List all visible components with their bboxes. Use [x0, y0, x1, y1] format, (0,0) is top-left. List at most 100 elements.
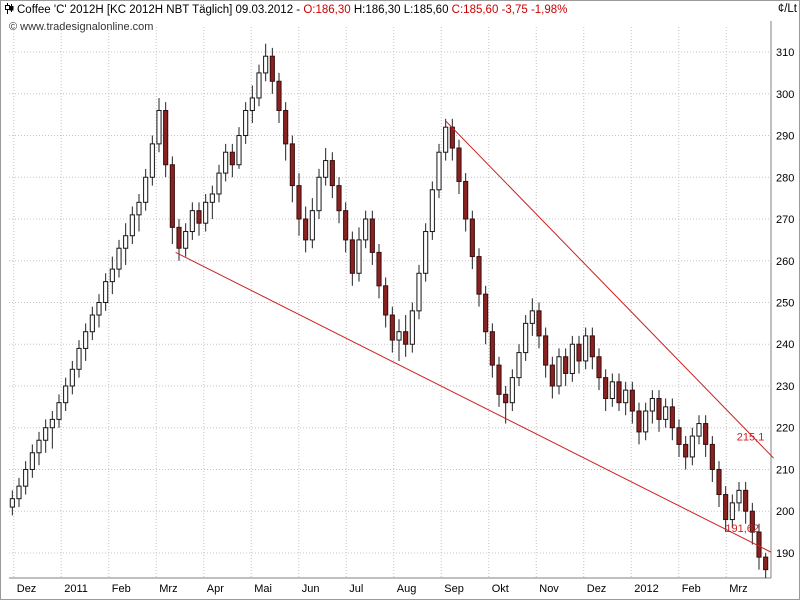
candle-down	[763, 556, 769, 571]
candle-up	[43, 427, 49, 441]
y-tick-label: 190	[776, 548, 794, 560]
candle-down	[456, 147, 462, 182]
candle-down	[629, 389, 635, 412]
candle-up	[96, 302, 102, 316]
candle-down	[269, 55, 275, 82]
candle-up	[29, 452, 35, 470]
candle-up	[49, 418, 55, 429]
candle-down	[196, 210, 202, 224]
candle-up	[356, 239, 362, 274]
candle-down	[703, 423, 709, 445]
candle-up	[249, 97, 255, 111]
candle-up	[663, 406, 669, 420]
candle-up	[243, 109, 249, 137]
candle-up	[236, 135, 242, 166]
candle-up	[223, 151, 229, 174]
candle-down	[389, 314, 395, 341]
trendline-value-label: 191,62	[725, 523, 759, 535]
candle-up	[9, 498, 15, 508]
y-tick-label: 300	[776, 89, 794, 101]
candle-up	[116, 247, 122, 270]
candle-up	[443, 126, 449, 153]
candle-up	[609, 381, 615, 400]
candle-up	[69, 368, 75, 387]
candle-down	[483, 293, 489, 333]
candle-down	[589, 335, 595, 358]
candle-up	[583, 335, 589, 362]
candle-up	[436, 151, 442, 191]
candle-down	[756, 531, 762, 558]
candle-up	[323, 160, 329, 178]
candle-down	[576, 343, 582, 362]
y-tick-label: 310	[776, 47, 794, 59]
candle-up	[216, 172, 222, 195]
candle-up	[149, 143, 155, 178]
candle-down	[743, 489, 749, 512]
candle-up	[83, 331, 89, 349]
trendline	[175, 251, 772, 553]
x-tick-label: Mrz	[159, 583, 177, 595]
candle-down	[723, 494, 729, 521]
candle-down	[749, 510, 755, 533]
y-tick-label: 220	[776, 423, 794, 435]
candle-down	[349, 239, 355, 274]
candle-up	[729, 502, 735, 521]
candle-up	[529, 310, 535, 324]
candle-up	[649, 398, 655, 412]
x-tick-label: Jul	[349, 583, 363, 595]
candle-up	[36, 439, 42, 454]
price-unit-label: ¢/Lt	[777, 3, 797, 15]
x-tick-label: Okt	[492, 583, 509, 595]
candle-up	[23, 468, 29, 487]
candle-down	[603, 377, 609, 400]
candle-down	[449, 126, 455, 149]
x-tick-label: Aug	[397, 583, 417, 595]
candle-up	[156, 109, 162, 145]
candle-up	[623, 389, 629, 404]
watermark: © www.tradesignalonline.com	[9, 21, 154, 33]
x-tick-label: 2011	[64, 583, 88, 595]
y-tick-label: 230	[776, 381, 794, 393]
candle-down	[536, 310, 542, 337]
candle-down	[636, 410, 642, 433]
candle-up	[309, 210, 315, 241]
y-tick-label: 290	[776, 131, 794, 143]
candle-down	[709, 443, 715, 470]
x-tick-label: Dez	[587, 583, 607, 595]
candle-down	[549, 364, 555, 387]
x-tick-label: Jun	[302, 583, 320, 595]
x-tick-label: Dez	[17, 583, 37, 595]
candle-down	[336, 185, 342, 212]
y-tick-label: 260	[776, 256, 794, 268]
candle-down	[669, 406, 675, 429]
candle-down	[716, 468, 722, 496]
candle-down	[343, 210, 349, 241]
candle-down	[676, 427, 682, 445]
candle-up	[696, 423, 702, 437]
chart-title-bar: Coffee 'C' 2012H [KC 2012H NBT Täglich] …	[5, 3, 795, 19]
candle-down	[289, 143, 295, 187]
candle-down	[683, 443, 689, 458]
title-segment: Coffee 'C' 2012H [KC 2012H NBT Täglich] …	[17, 4, 304, 16]
candle-down	[369, 218, 375, 253]
candle-up	[123, 235, 129, 249]
candle-down	[543, 335, 549, 366]
x-tick-label: Feb	[682, 583, 701, 595]
x-tick-label: Feb	[112, 583, 131, 595]
candle-up	[136, 201, 142, 216]
candle-down	[503, 393, 509, 404]
y-tick-label: 250	[776, 298, 794, 310]
candle-up	[16, 485, 22, 500]
candle-down	[656, 398, 662, 420]
candle-up	[423, 231, 429, 274]
candle-down	[329, 160, 335, 187]
candle-up	[143, 176, 149, 203]
candle-up	[209, 193, 215, 203]
candle-up	[736, 489, 742, 504]
x-tick-label: Mai	[254, 583, 272, 595]
candle-down	[489, 331, 495, 366]
candle-down	[383, 285, 389, 316]
x-tick-label: Apr	[207, 583, 224, 595]
